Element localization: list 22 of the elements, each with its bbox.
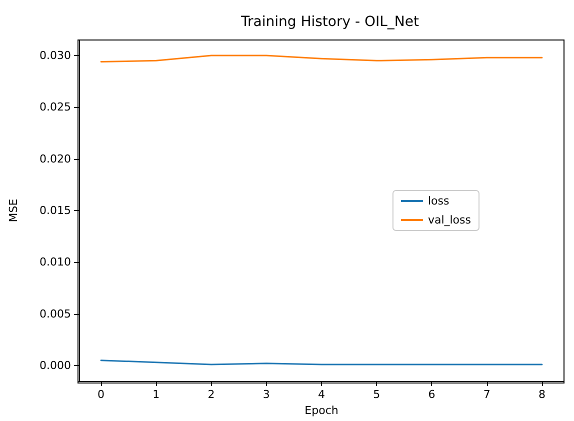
legend-label: val_loss xyxy=(428,214,472,226)
x-tick-label: 8 xyxy=(538,388,546,401)
legend-label: loss xyxy=(428,194,450,208)
y-tick-label: 0.020 xyxy=(40,152,71,166)
x-tick-label: 7 xyxy=(483,388,490,401)
y-tick-label: 0.030 xyxy=(40,49,71,62)
x-tick-label: 2 xyxy=(208,388,215,401)
x-tick-label: 0 xyxy=(98,388,105,401)
y-axis-title: MSE xyxy=(7,198,20,222)
y-tick-label: 0.000 xyxy=(40,359,71,372)
y-tick-label: 0.010 xyxy=(40,256,71,269)
x-tick-label: 5 xyxy=(373,388,380,401)
y-tick-label: 0.015 xyxy=(40,204,71,217)
y-tick-label: 0.025 xyxy=(40,100,71,114)
x-axis-title: Epoch xyxy=(304,404,338,417)
y-tick-label: 0.005 xyxy=(40,307,71,320)
x-tick-label: 1 xyxy=(152,388,160,401)
x-tick-label: 6 xyxy=(428,388,436,401)
x-tick-label: 4 xyxy=(318,388,325,401)
chart-title: Training History - OIL_Net xyxy=(240,14,420,30)
line-series xyxy=(100,54,543,62)
x-tick-label: 3 xyxy=(262,388,270,401)
